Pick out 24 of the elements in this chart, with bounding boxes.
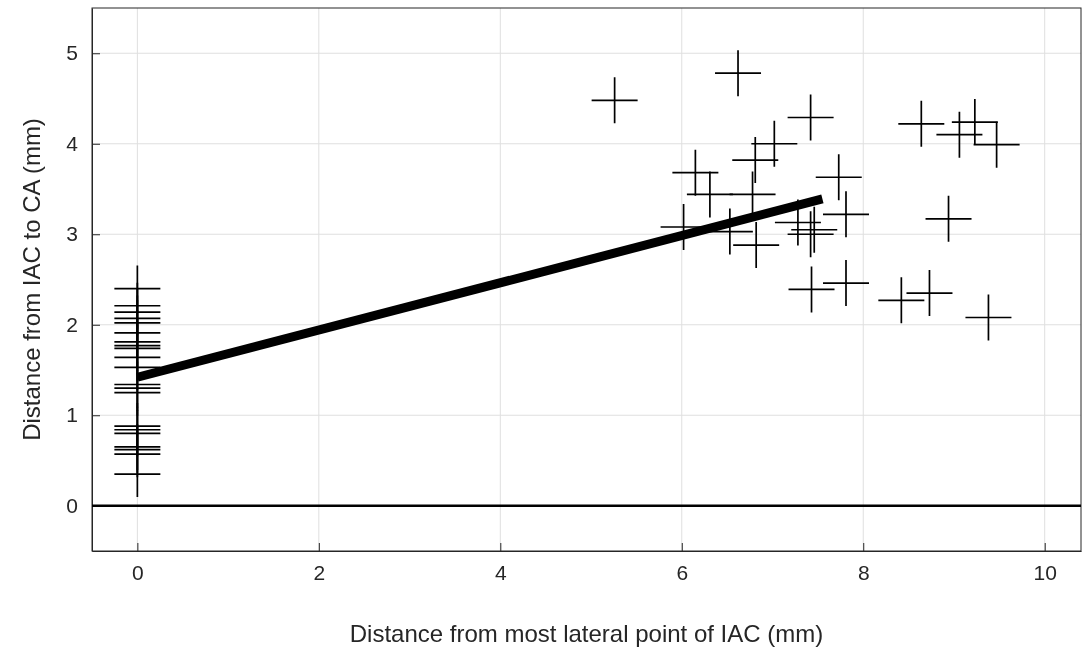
point <box>878 277 925 324</box>
x-tick-label: 4 <box>494 560 507 584</box>
y-axis-title: Distance from IAC to CA (mm) <box>18 118 45 441</box>
y-tick-label: 1 <box>66 403 78 427</box>
point <box>823 191 869 238</box>
point <box>951 99 998 146</box>
x-tick-label: 10 <box>1033 560 1057 584</box>
point <box>751 120 798 167</box>
x-axis-title: Distance from most lateral point of IAC (mm) <box>349 620 824 647</box>
y-tick-label: 4 <box>66 131 79 155</box>
point <box>732 137 779 184</box>
point <box>815 154 862 201</box>
point <box>823 260 869 307</box>
x-tick-label: 2 <box>313 560 326 584</box>
x-tick-label: 0 <box>132 560 144 584</box>
y-tick-label: 3 <box>66 222 78 246</box>
y-tick-label: 2 <box>66 312 78 336</box>
y-tick-label: 0 <box>66 493 78 517</box>
point <box>898 100 945 147</box>
point <box>733 222 780 269</box>
y-tick-label: 5 <box>66 41 78 65</box>
point <box>715 50 762 97</box>
x-tick-label: 6 <box>676 560 689 584</box>
x-tick-label: 8 <box>857 560 870 584</box>
